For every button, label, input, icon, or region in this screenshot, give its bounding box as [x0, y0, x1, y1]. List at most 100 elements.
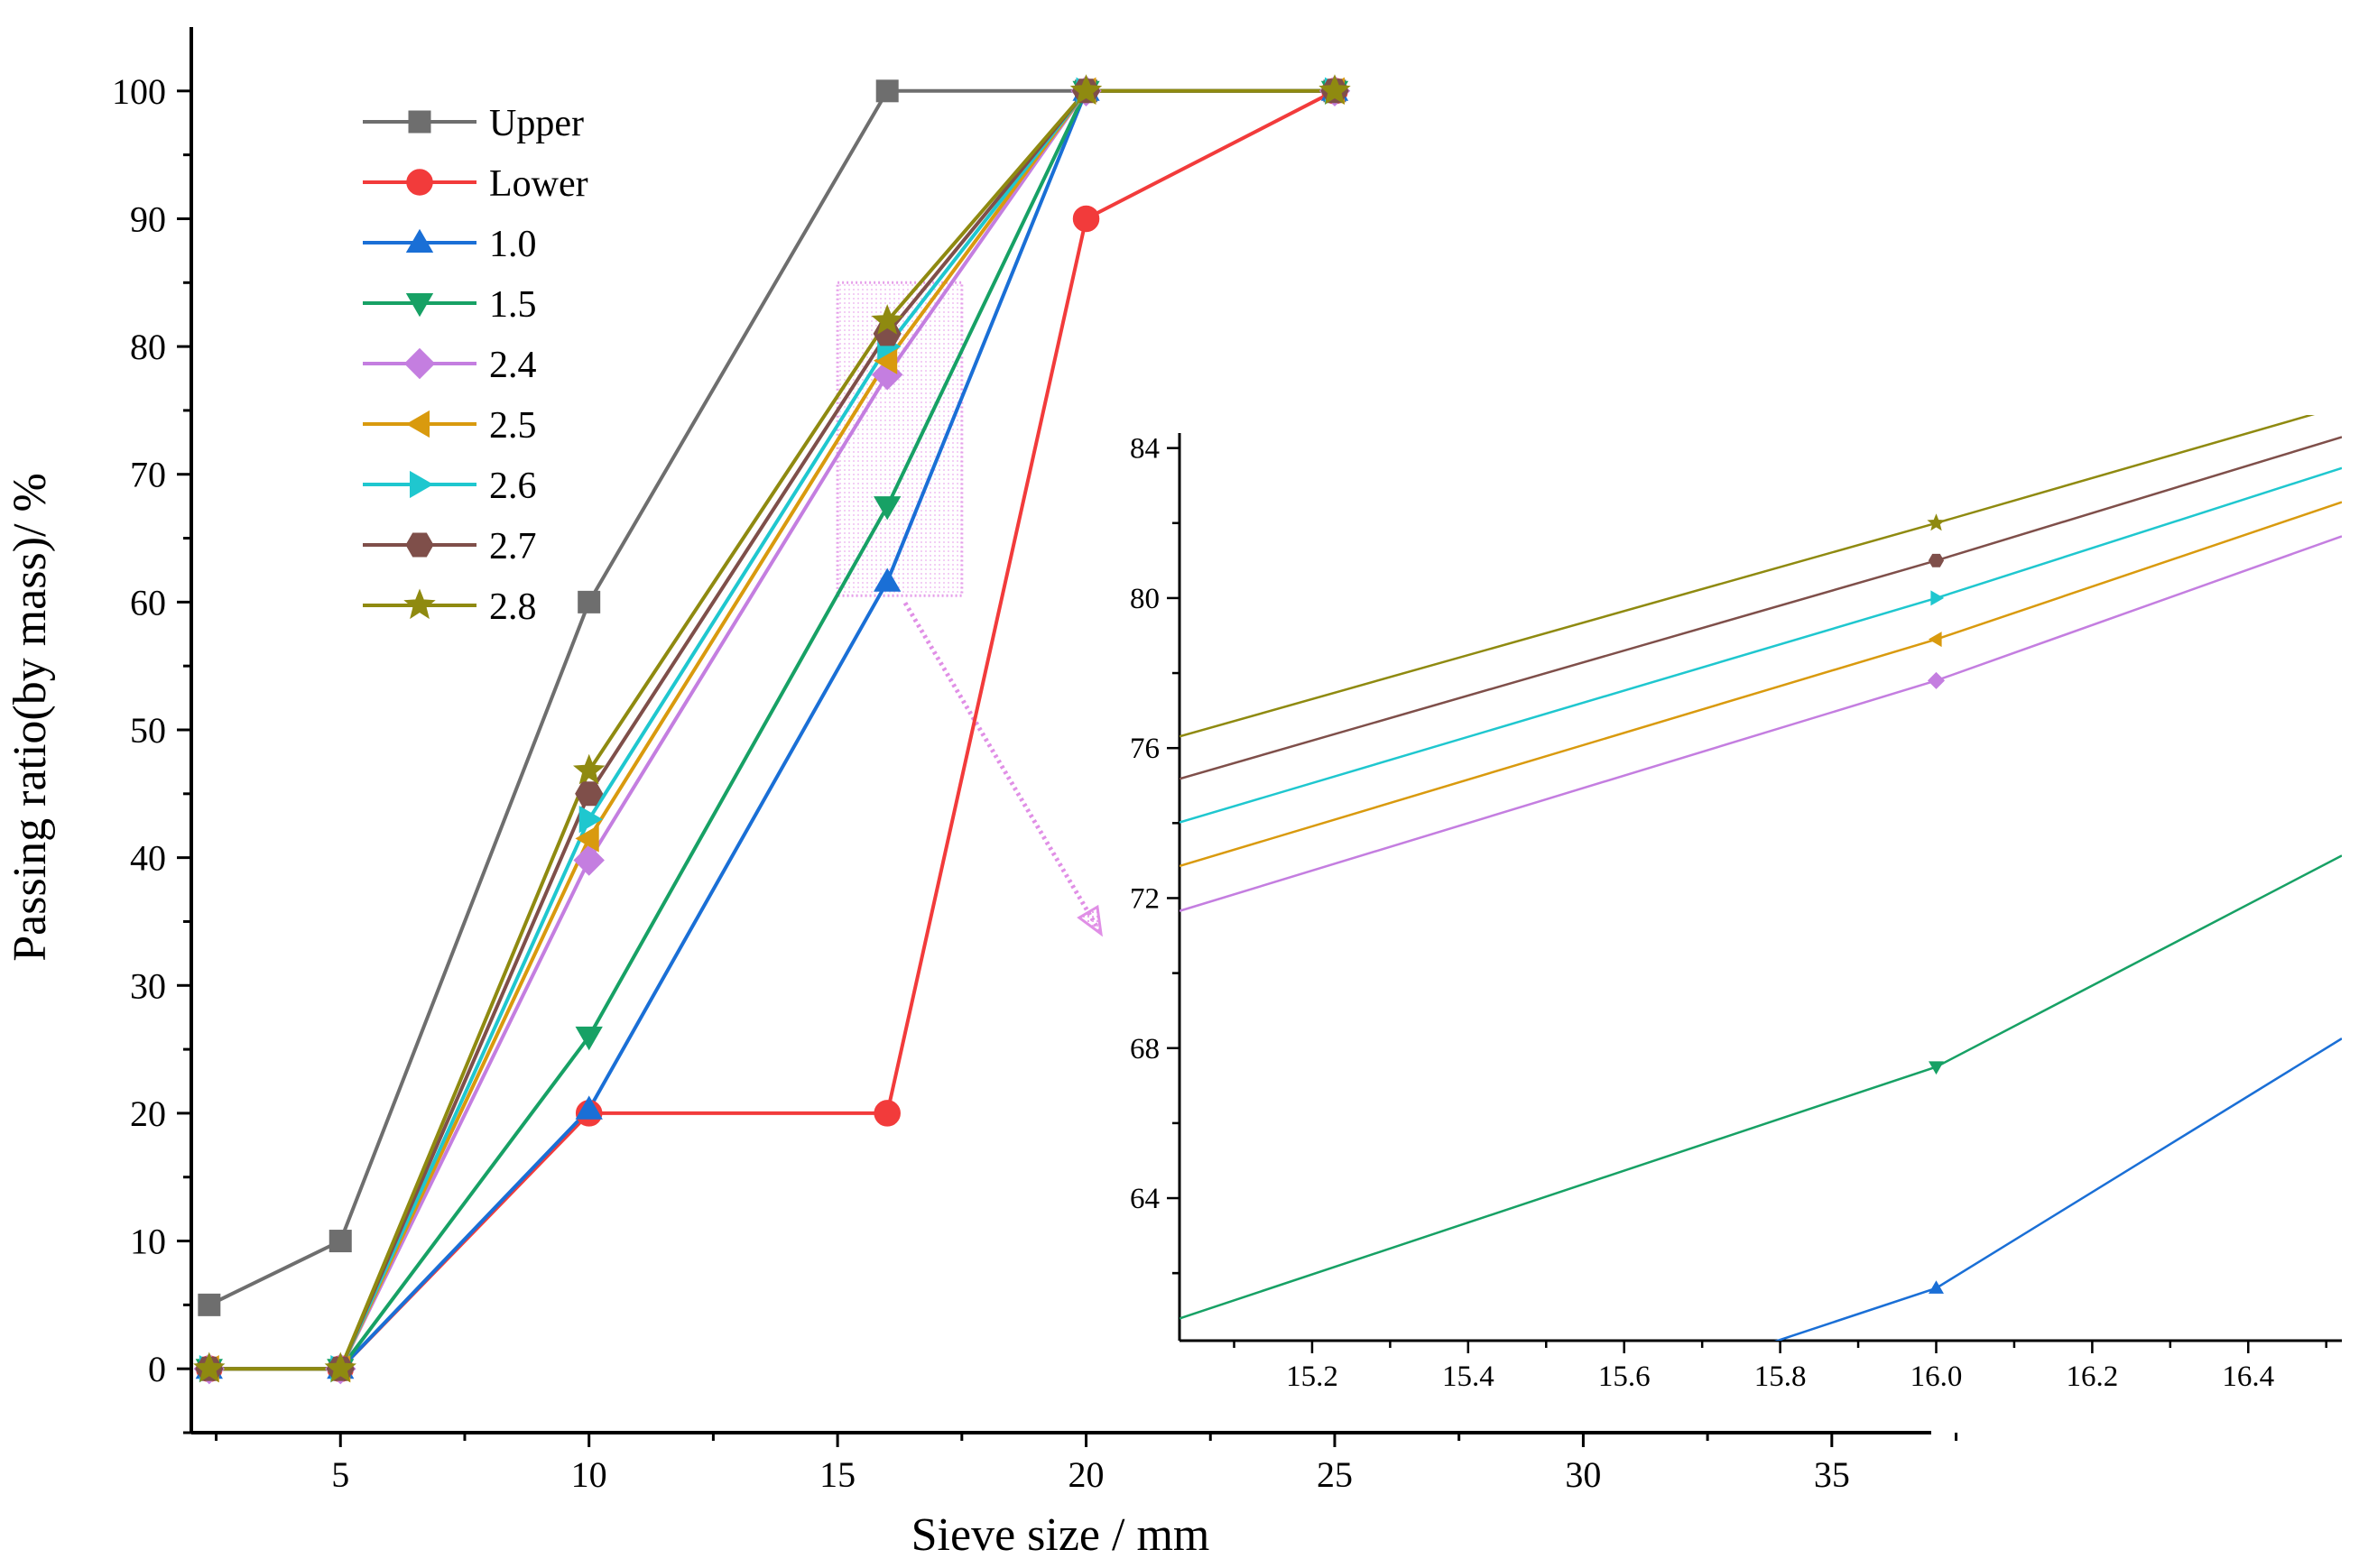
x-tick-label: 20: [1068, 1454, 1105, 1495]
legend-item-2.4: 2.4: [363, 345, 537, 386]
series-line: [208, 88, 1335, 1371]
x-tick-label: 35: [1814, 1454, 1850, 1495]
inset-series-2.7: [1180, 436, 2342, 780]
series-markers-Lower: [196, 78, 1348, 1382]
legend-item-1.0: 1.0: [363, 224, 537, 265]
legend-marker: [403, 588, 436, 620]
legend-item-2.6: 2.6: [363, 466, 537, 507]
data-point: [575, 1026, 603, 1051]
legend-item-Lower: Lower: [363, 163, 588, 205]
inset-y-tick-label: 68: [1130, 1033, 1160, 1065]
series-2.4: [208, 88, 1335, 1371]
data-point: [328, 1230, 352, 1253]
zoom-arrow-line: [902, 602, 1104, 936]
legend-label: 2.6: [489, 466, 537, 507]
data-point: [875, 79, 899, 103]
inset-x-tick-label: 16.0: [1910, 1360, 1963, 1393]
legend-marker: [403, 347, 436, 380]
x-axis-title: Sieve size / mm: [911, 1509, 1210, 1561]
inset-y-tick-label: 84: [1130, 433, 1160, 466]
data-point: [575, 825, 599, 853]
inset-plot-area: 64 68 72 76 80 84 15.2 15.4 15.6 15.8 16.0 16.2 16.4: [1130, 390, 2355, 1393]
y-tick-label: 30: [130, 965, 166, 1006]
legend-label: 2.5: [489, 405, 537, 447]
legend-label: 1.0: [489, 224, 537, 265]
series-2.7: [208, 88, 1335, 1371]
legend-marker: [410, 470, 434, 499]
legend-marker: [406, 169, 433, 196]
data-point: [1318, 74, 1351, 105]
series-2.6: [208, 88, 1335, 1371]
data-point: [193, 1351, 226, 1383]
y-tick-label: 10: [130, 1222, 166, 1262]
x-tick-label: 15: [819, 1454, 856, 1495]
legend-marker: [405, 410, 430, 438]
series-markers-2.8: [193, 74, 1351, 1383]
data-point: [871, 304, 903, 335]
legend-label: 1.5: [489, 284, 537, 326]
legend-marker: [408, 110, 431, 134]
y-tick-label: 60: [130, 582, 166, 623]
x-tick-label: 5: [331, 1454, 349, 1495]
legend-label: Upper: [489, 103, 584, 144]
y-tick-label: 20: [130, 1093, 166, 1134]
data-point: [198, 1293, 221, 1316]
legend-marker: [405, 228, 434, 253]
data-point: [572, 753, 606, 785]
legend-item-2.8: 2.8: [363, 586, 537, 628]
data-point: [1072, 205, 1100, 233]
inset-x-tick-label: 15.8: [1754, 1360, 1807, 1393]
legend-label: 2.8: [489, 586, 537, 628]
main-y-ticks: 0 10 20 30 40 50 60 70 80 90 100: [112, 71, 191, 1434]
inset-series-1.0: [1773, 1038, 2342, 1341]
legend-item-2.5: 2.5: [363, 405, 537, 447]
data-point: [578, 590, 601, 613]
inset-x-tick-label: 16.4: [2222, 1360, 2274, 1393]
y-tick-label: 40: [130, 838, 166, 879]
x-tick-label: 10: [571, 1454, 607, 1495]
series-line: [208, 88, 1335, 1371]
inset-data-point: [1928, 632, 1942, 648]
y-tick-label: 0: [148, 1349, 166, 1389]
inset-x-tick-label: 15.4: [1442, 1360, 1494, 1393]
main-plot-area: 0 10 20 30 40 50 60 70 80 90 100 5 10 15 20 25 30 35: [112, 27, 1958, 1495]
data-point: [573, 844, 605, 876]
data-point: [874, 567, 902, 592]
inset-series-2.4: [1180, 535, 2342, 912]
data-point: [874, 496, 902, 521]
series-line: [208, 88, 1335, 1371]
inset-series-2.6: [1180, 466, 2342, 824]
data-point: [1069, 74, 1103, 105]
data-point: [578, 806, 603, 834]
main-x-ticks: 5 10 15 20 25 30 35: [215, 1433, 1958, 1495]
series-line: [208, 88, 1335, 1371]
y-tick-label: 50: [130, 710, 166, 751]
legend: Upper Lower 1.0 1.5 2.4 2.5 2.6 2.7 2.8: [363, 103, 588, 628]
series-line: [208, 88, 1335, 1307]
series-line: [208, 88, 1335, 1371]
series-1.0: [208, 88, 1335, 1371]
inset-data-point: [1927, 671, 1946, 689]
legend-item-1.5: 1.5: [363, 284, 537, 326]
series-markers-2.5: [195, 77, 1345, 1383]
inset-data-point: [1929, 1280, 1944, 1294]
inset-series-2.8: [1180, 415, 2316, 738]
series-markers-Upper: [198, 79, 1346, 1316]
series-1.5: [208, 88, 1335, 1371]
inset-series-1.5: [1180, 854, 2342, 1320]
inset-data-point: [1928, 553, 1945, 567]
inset-series-group: [1180, 415, 2342, 1341]
y-tick-label: 70: [130, 455, 166, 495]
series-line: [208, 88, 1335, 1371]
legend-item-Upper: Upper: [363, 103, 584, 144]
y-tick-label: 80: [130, 327, 166, 367]
series-line: [208, 89, 1336, 1371]
data-point: [874, 1100, 901, 1127]
inset-background: [1175, 390, 2355, 1337]
inset-x-tick-label: 15.2: [1286, 1360, 1338, 1393]
inset-y-tick-label: 72: [1130, 882, 1160, 915]
data-point: [324, 1351, 356, 1383]
legend-marker: [405, 293, 434, 318]
inset-y-tick-label: 80: [1130, 583, 1160, 615]
y-axis-title: Passing ratio(by mass)/ %: [5, 473, 56, 962]
